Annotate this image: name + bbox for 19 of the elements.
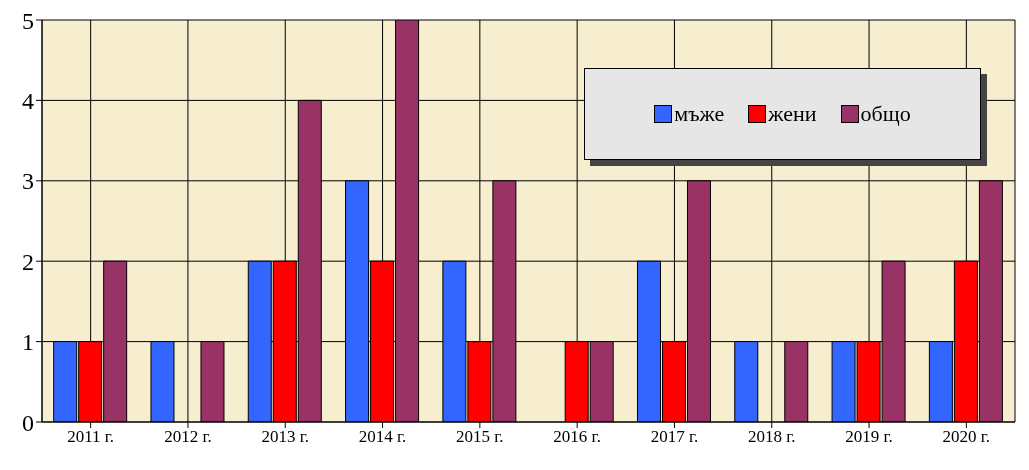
legend-label: общо [860,101,911,127]
y-tick-label: 3 [22,168,34,195]
y-tick-label: 2 [22,248,34,275]
x-tick-label: 2013 г. [261,427,310,447]
y-tick-label: 4 [22,87,34,114]
x-tick-label: 2011 г. [67,427,115,447]
y-tick-label: 0 [22,409,34,436]
y-tick-label: 5 [22,7,34,34]
legend-label: жени [768,101,817,127]
x-tick-label: 2020 г. [942,427,991,447]
x-tick-label: 2014 г. [358,427,407,447]
y-tick-label: 1 [22,329,34,356]
x-tick-label: 2017 г. [650,427,699,447]
x-tick-label: 2019 г. [845,427,893,447]
x-tick-label: 2016 г. [553,427,601,447]
x-tick-label: 2018 г. [747,427,796,447]
x-tick-label: 2015 г. [456,427,504,447]
legend-label: мъже [674,101,725,127]
x-tick-label: 2012 г. [164,427,212,447]
